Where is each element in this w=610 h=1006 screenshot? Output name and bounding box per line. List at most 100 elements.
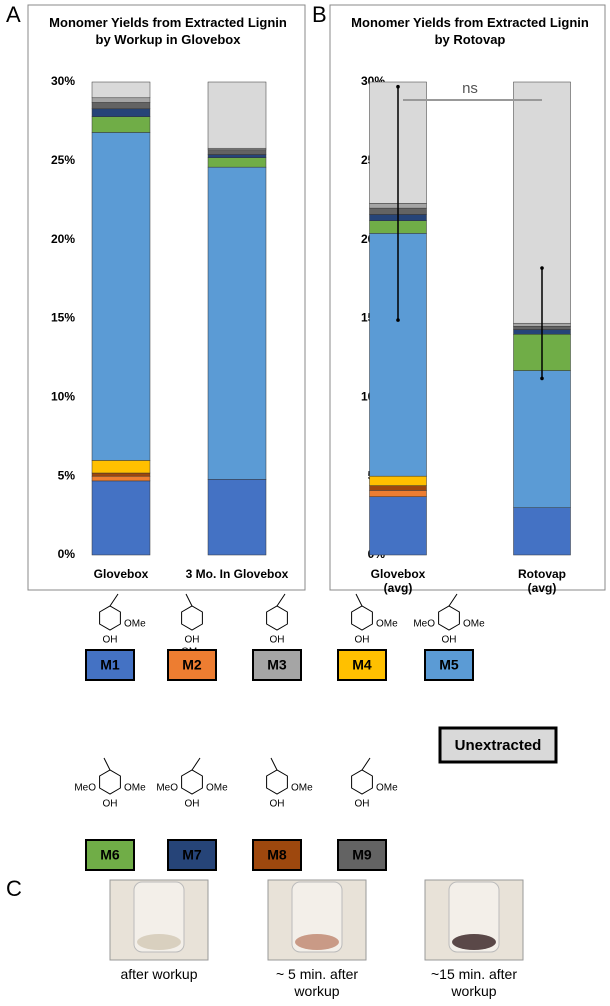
bar-segment [207,157,267,168]
side-chain [276,593,286,607]
side-chain [103,757,111,771]
ring [181,605,203,631]
legend-label: M1 [100,657,120,673]
ring [181,769,203,795]
bar-segment [369,475,427,486]
side-chain [448,593,458,607]
x-tick-label: Glovebox (avg) [370,567,426,595]
bar-segment [207,479,267,556]
legend-swatch [337,839,387,871]
ring [99,769,121,795]
structure: OH [266,593,288,646]
legend-label: M6 [100,847,120,863]
error-bar [540,266,544,381]
legend-label: M7 [182,847,202,863]
structure: MeO OH OMe [413,593,485,646]
bar-segment [91,472,151,477]
structure: OH OMe [351,593,398,646]
ring [99,605,121,631]
ring [266,605,288,631]
panel-frame [27,4,306,591]
structure-label: OMe [206,783,228,794]
bar-segment [91,460,151,474]
x-tick-label: Rotovap (avg) [518,567,566,595]
bar-segment [91,132,151,461]
side-chain [270,757,278,771]
side-chain [185,593,193,607]
structure-label: OH [103,635,118,646]
legend-label: M4 [352,657,372,673]
photo-caption: ~ 5 min. after workup [275,966,359,999]
structure-label: OH [185,799,200,810]
bar-segment [91,116,151,133]
structure-label: OH [355,635,370,646]
ring [351,769,373,795]
bar-segment [91,108,151,117]
error-bar-cap [540,266,544,270]
legend-label: M8 [267,847,287,863]
vial-contents [452,934,496,950]
legend-label: M5 [439,657,459,673]
structure-label: MeO [413,619,435,630]
legend-label: Unextracted [455,737,542,754]
legend-swatch [85,839,135,871]
structure-label: OMe [291,783,313,794]
legend-swatch [85,649,135,681]
error-bar-cap [396,318,400,322]
legend-swatch [252,839,302,871]
bar-segment [207,149,267,155]
legend-label: M3 [267,657,287,673]
bar-segment [369,490,427,497]
y-tick-label: 5% [58,468,76,482]
panel-frame [329,4,606,591]
panel-letter: B [312,2,327,27]
vial [291,881,343,953]
ring [351,605,373,631]
structure-label: OH [442,635,457,646]
bar-segment [513,370,571,508]
structure-label: OH [103,799,118,810]
y-tick-label: 20% [51,232,75,246]
vial-contents [137,934,181,950]
ring [438,605,460,631]
ring [266,769,288,795]
y-tick-label: 25% [51,153,75,167]
side-chain [355,593,363,607]
y-tick-label: 10% [51,390,75,404]
bar-segment [91,81,151,99]
bar-segment [91,475,151,482]
vial [448,881,500,953]
bar-segment [91,97,151,103]
significance-label: ns [462,80,478,97]
legend-swatch [424,649,474,681]
legend-swatch [167,839,217,871]
structure-label: OH [185,635,200,646]
bar-segment [369,485,427,491]
vial [133,881,185,953]
structure-label: OMe [124,619,146,630]
bar-segment [207,166,267,480]
error-bar-cap [396,84,400,89]
x-tick-label: Glovebox [93,567,149,581]
legend-label: M9 [352,847,372,863]
legend-swatch [337,649,387,681]
panel-letter: C [6,876,22,901]
bar-segment [91,102,151,110]
error-bar [396,84,400,322]
structure-label: OMe [376,783,398,794]
bar-segment [369,496,427,556]
structure-label: MeO [74,783,96,794]
panel-letter: A [6,2,21,27]
x-tick-label: 3 Mo. In Glovebox [185,567,289,581]
y-tick-label: 30% [51,74,75,88]
chart-title: Monomer Yields from Extracted Lignin by … [49,15,287,47]
legend-label: M2 [182,657,202,673]
structure-label: OMe [376,619,398,630]
bar-segment [207,154,267,158]
error-bar-cap [540,376,544,381]
